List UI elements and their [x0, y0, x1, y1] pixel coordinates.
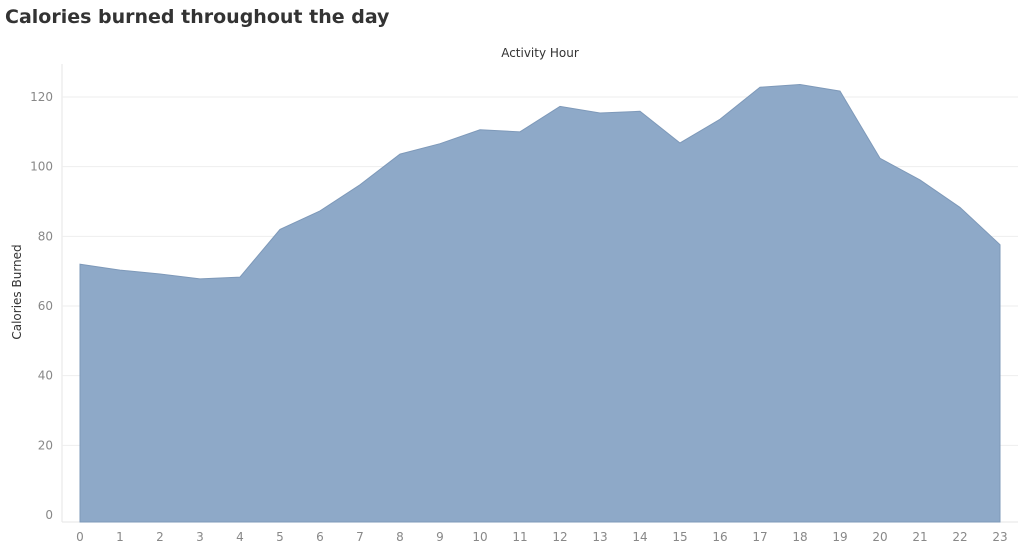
y-tick-label-60: 60 [38, 299, 53, 313]
x-tick-label-7: 7 [356, 530, 364, 544]
x-tick-label-3: 3 [196, 530, 204, 544]
x-tick-label-8: 8 [396, 530, 404, 544]
x-tick-label-4: 4 [236, 530, 244, 544]
x-tick-label-22: 22 [952, 530, 967, 544]
x-tick-label-6: 6 [316, 530, 324, 544]
y-tick-label-20: 20 [38, 438, 53, 452]
y-tick-label-120: 120 [30, 90, 53, 104]
x-axis-ticks: 0 1 2 3 4 5 6 7 8 9 10 11 12 13 14 15 16 17 18 19 20 21 22 23 [76, 530, 1007, 544]
area-fill [79, 83, 1001, 523]
x-tick-label-14: 14 [632, 530, 647, 544]
x-tick-label-13: 13 [592, 530, 607, 544]
y-tick-label-80: 80 [38, 229, 53, 243]
x-tick-label-11: 11 [512, 530, 527, 544]
x-tick-label-5: 5 [276, 530, 284, 544]
x-tick-label-1: 1 [116, 530, 124, 544]
x-tick-label-21: 21 [912, 530, 927, 544]
x-tick-label-2: 2 [156, 530, 164, 544]
x-axis-title: Activity Hour [501, 46, 579, 60]
chart-title: Calories burned throughout the day [5, 6, 390, 28]
x-tick-label-23: 23 [992, 530, 1007, 544]
x-tick-label-20: 20 [872, 530, 887, 544]
x-tick-label-19: 19 [832, 530, 847, 544]
x-tick-label-9: 9 [436, 530, 444, 544]
x-tick-label-10: 10 [472, 530, 487, 544]
y-tick-label-0: 0 [45, 508, 53, 522]
y-axis-ticks: 0 20 40 60 80 100 120 [30, 90, 53, 522]
y-tick-label-100: 100 [30, 160, 53, 174]
area-series [79, 83, 1001, 523]
x-tick-label-12: 12 [552, 530, 567, 544]
x-tick-label-18: 18 [792, 530, 807, 544]
x-tick-label-17: 17 [752, 530, 767, 544]
x-tick-label-0: 0 [76, 530, 84, 544]
y-tick-label-40: 40 [38, 369, 53, 383]
x-tick-label-16: 16 [712, 530, 727, 544]
x-tick-label-15: 15 [672, 530, 687, 544]
